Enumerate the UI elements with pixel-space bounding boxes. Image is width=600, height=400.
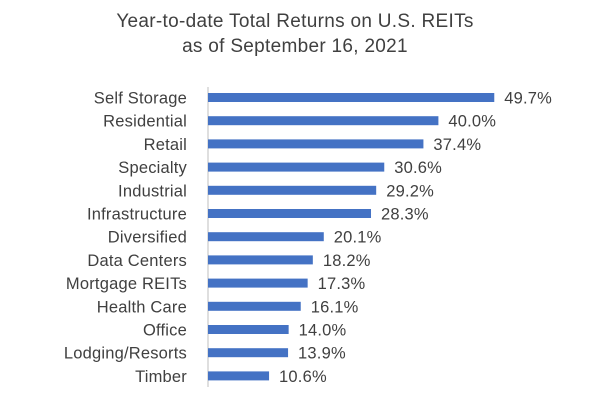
value-label-self-storage: 49.7% (504, 90, 552, 108)
value-label-retail: 37.4% (433, 136, 481, 154)
category-label-industrial: Industrial (118, 182, 187, 200)
value-label-mortgage-reits: 17.3% (318, 275, 366, 293)
bar-mortgage-reits (208, 278, 308, 288)
value-label-residential: 40.0% (448, 113, 496, 131)
value-label-health-care: 16.1% (311, 298, 359, 316)
bar-lodging-resorts (208, 348, 289, 358)
value-label-timber: 10.6% (279, 368, 327, 386)
bar-diversified (208, 232, 324, 242)
category-labels: Self Storage Residential Retail Specialty In… (64, 90, 188, 386)
value-label-office: 14.0% (299, 322, 347, 340)
value-label-data-centers: 18.2% (323, 252, 371, 270)
category-label-infrastructure: Infrastructure (87, 206, 187, 224)
value-labels: 49.7% 40.0% 37.4% 30.6% 29.2% 28.3% 20.1% 18.2%… (279, 90, 552, 386)
category-label-retail: Retail (144, 136, 187, 154)
category-label-mortgage-reits: Mortgage REITs (66, 275, 187, 293)
bar-data-centers (208, 255, 313, 265)
category-label-specialty: Specialty (118, 159, 187, 177)
category-label-self-storage: Self Storage (94, 90, 187, 108)
chart-title-line-2: as of September 16, 2021 (182, 36, 408, 57)
bar-timber (208, 371, 270, 381)
bar-self-storage (208, 93, 495, 102)
category-label-residential: Residential (103, 113, 187, 131)
bar-specialty (208, 162, 385, 172)
bar-office (208, 325, 289, 334)
category-label-health-care: Health Care (97, 298, 187, 316)
value-label-specialty: 30.6% (394, 159, 442, 177)
category-label-timber: Timber (135, 368, 187, 386)
bar-industrial (208, 185, 377, 195)
value-label-infrastructure: 28.3% (381, 206, 429, 224)
value-label-industrial: 29.2% (386, 182, 434, 200)
bars-group (208, 93, 495, 381)
bar-health-care (208, 301, 301, 311)
category-label-data-centers: Data Centers (87, 252, 187, 270)
bar-infrastructure (208, 209, 372, 218)
bar-retail (208, 139, 424, 149)
category-label-diversified: Diversified (108, 229, 187, 247)
bar-residential (208, 116, 439, 126)
chart-title-line-1: Year-to-date Total Returns on U.S. REITs (116, 11, 473, 32)
value-label-lodging-resorts: 13.9% (298, 345, 346, 363)
category-label-office: Office (143, 322, 187, 340)
category-label-lodging-resorts: Lodging/Resorts (64, 345, 187, 363)
value-label-diversified: 20.1% (334, 229, 382, 247)
